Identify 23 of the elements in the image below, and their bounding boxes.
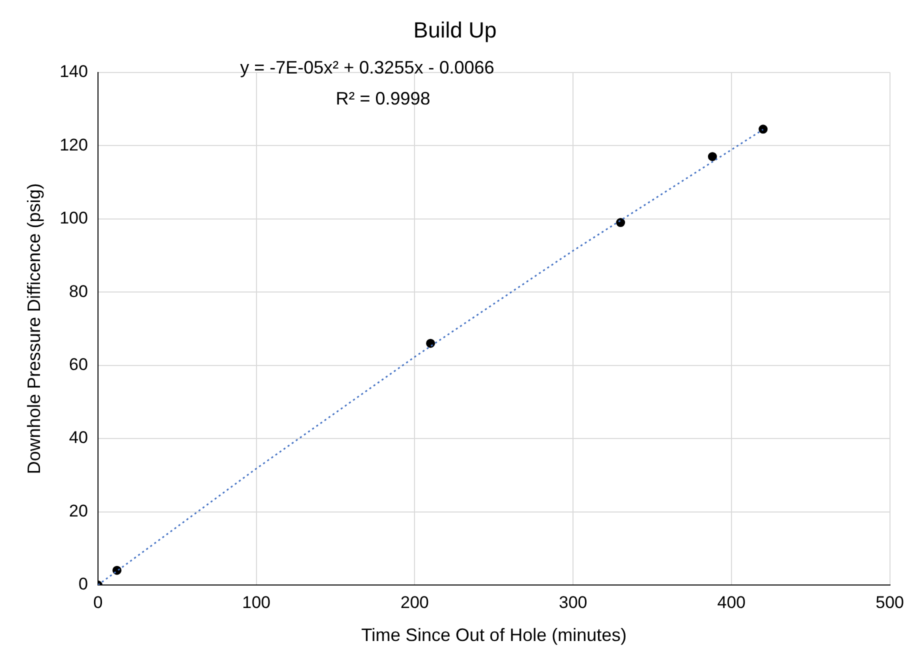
x-axis-title: Time Since Out of Hole (minutes)	[361, 625, 627, 646]
x-tick-label: 500	[876, 592, 904, 612]
point	[758, 124, 768, 134]
x-tick-label: 0	[93, 592, 103, 612]
y-tick-label: 80	[69, 282, 88, 301]
y-tick-label: 100	[60, 208, 88, 228]
point	[616, 218, 626, 228]
point	[708, 152, 717, 162]
point	[426, 338, 436, 348]
annotation: R² = 0.9998	[336, 88, 430, 108]
y-axis-title: Downhole Pressure Difficence (psig)	[24, 183, 44, 474]
y-tick-label: 140	[60, 62, 88, 82]
x-tick-label: 400	[717, 592, 746, 612]
y-tick-label: 20	[69, 501, 88, 520]
y-tick-label: 120	[60, 135, 88, 154]
x-tick-label: 100	[242, 592, 271, 612]
annotation: y = -7E-05x² + 0.3255x - 0.0066	[240, 57, 494, 78]
x-tick-label: 200	[400, 592, 429, 612]
chart-title: Build Up	[413, 17, 497, 42]
y-tick-label: 0	[78, 574, 88, 594]
y-tick-label: 40	[69, 428, 88, 448]
x-tick-label: 300	[558, 592, 588, 612]
y-tick-label: 60	[69, 355, 88, 374]
